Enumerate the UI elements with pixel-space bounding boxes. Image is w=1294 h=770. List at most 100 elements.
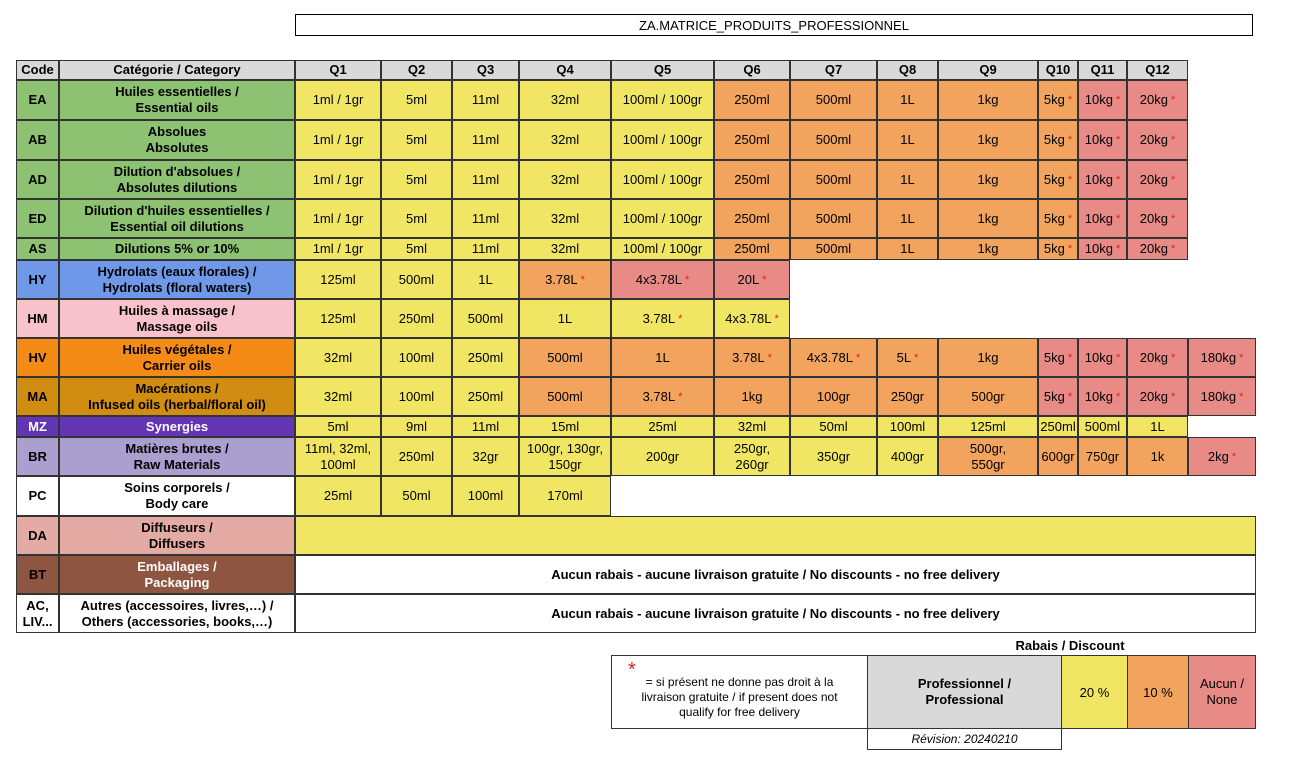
quantity-value: 1L [900, 171, 915, 187]
quantity-cell: 250ml [714, 199, 790, 238]
row-code: AB [16, 120, 59, 160]
quantity-cell: 500ml [519, 338, 611, 377]
quantity-value: 1L [1150, 418, 1165, 434]
quantity-cell: 250ml [714, 160, 790, 199]
quantity-value: 32ml [550, 92, 580, 107]
quantity-value: 1k [1150, 448, 1165, 464]
quantity-cell: 20kg * [1127, 238, 1188, 260]
header-q5: Q5 [611, 60, 714, 80]
discount-title: Rabais / Discount [1015, 638, 1125, 653]
quantity-cell: 1kg [938, 160, 1038, 199]
quantity-value: 10kg [1084, 132, 1113, 147]
asterisk-icon: * [1170, 173, 1176, 186]
quantity-cell: 1L [877, 120, 938, 160]
row-category: Hydrolats (eaux florales) / Hydrolats (f… [59, 260, 295, 299]
quantity-cell: 2kg * [1188, 437, 1256, 476]
quantity-cell: 3.78L * [714, 338, 790, 377]
quantity-cell: 3.78L * [611, 299, 714, 338]
quantity-cell: 5ml [295, 416, 381, 437]
quantity-cell: 20kg * [1127, 199, 1188, 238]
merged-note-cell [295, 516, 1256, 555]
quantity-cell: 25ml [611, 416, 714, 437]
quantity-cell: 250ml [714, 80, 790, 120]
quantity-value: 32ml [550, 241, 580, 256]
quantity-value: 500ml [815, 171, 852, 187]
document-title: ZA.MATRICE_PRODUITS_PROFESSIONNEL [295, 14, 1253, 36]
quantity-value: 250ml [734, 132, 770, 147]
quantity-value: 100ml [398, 388, 435, 404]
quantity-value: 11ml [471, 241, 500, 256]
quantity-cell: 3.78L * [519, 260, 611, 299]
asterisk-icon: * [1115, 351, 1121, 364]
asterisk-icon: * [628, 658, 636, 681]
header-code: Code [16, 60, 59, 80]
row-category: Absolues Absolutes [59, 120, 295, 160]
quantity-cell: 125ml [295, 299, 381, 338]
quantity-value: 500ml [815, 132, 852, 147]
quantity-value: 1kg [977, 241, 999, 256]
quantity-cell: 500ml [790, 120, 877, 160]
quantity-value: 400gr [890, 448, 925, 464]
quantity-value: 2kg [1207, 448, 1229, 464]
quantity-cell: 10kg * [1078, 120, 1127, 160]
quantity-value: 100ml [467, 488, 504, 503]
asterisk-icon: * [1170, 243, 1176, 255]
quantity-cell: 1kg [938, 338, 1038, 377]
quantity-value: 1kg [977, 210, 999, 226]
quantity-value: 1kg [741, 388, 763, 404]
quantity-value: 1L [900, 92, 915, 107]
quantity-value: 180kg [1200, 349, 1237, 365]
quantity-value: 32ml [323, 349, 353, 365]
quantity-cell: 100ml / 100gr [611, 160, 714, 199]
quantity-cell: 50ml [790, 416, 877, 437]
quantity-cell: 180kg * [1188, 338, 1256, 377]
quantity-cell: 100ml / 100gr [611, 238, 714, 260]
quantity-cell: 180kg * [1188, 377, 1256, 416]
quantity-value: 15ml [550, 418, 580, 434]
quantity-value: 25ml [323, 488, 353, 503]
quantity-value: 1kg [977, 349, 999, 365]
asterisk-icon: * [1067, 390, 1073, 403]
quantity-value: 32ml [737, 418, 767, 434]
quantity-value: 250ml [398, 310, 435, 326]
quantity-value: 500ml [398, 271, 435, 287]
quantity-value: 20kg [1139, 388, 1168, 404]
quantity-cell: 1ml / 1gr [295, 80, 381, 120]
quantity-cell: 5kg * [1038, 238, 1078, 260]
quantity-value: 9ml [406, 418, 427, 434]
row-category: Dilution d'huiles essentielles / Essenti… [59, 199, 295, 238]
professional-label: Professionnel / Professional [867, 655, 1062, 729]
quantity-value: 500ml [815, 92, 852, 107]
quantity-cell: 32ml [714, 416, 790, 437]
quantity-value: 1L [557, 310, 573, 326]
quantity-cell: 500ml [381, 260, 452, 299]
quantity-value: 4x3.78L [725, 310, 772, 326]
header-q4: Q4 [519, 60, 611, 80]
quantity-value: 5ml [406, 210, 427, 226]
header-q8: Q8 [877, 60, 938, 80]
quantity-cell: 100ml [381, 338, 452, 377]
quantity-cell: 32ml [519, 199, 611, 238]
quantity-value: 11ml [471, 171, 500, 187]
quantity-value: 1L [900, 210, 915, 226]
quantity-value: 1L [655, 349, 670, 365]
row-category: Synergies [59, 416, 295, 437]
quantity-value: 500ml [547, 349, 583, 365]
quantity-cell: 1kg [938, 238, 1038, 260]
quantity-cell: 100ml / 100gr [611, 80, 714, 120]
quantity-value: 5ml [406, 171, 427, 187]
quantity-cell: 250ml [714, 120, 790, 160]
quantity-cell: 32ml [519, 120, 611, 160]
row-category: Emballages / Packaging [59, 555, 295, 594]
header-q3: Q3 [452, 60, 519, 80]
quantity-cell: 1L [877, 199, 938, 238]
quantity-cell: 500ml [790, 238, 877, 260]
quantity-value: 3.78L [545, 271, 578, 287]
quantity-cell: 100ml [452, 476, 519, 516]
quantity-cell: 1L [1127, 416, 1188, 437]
quantity-value: 1L [900, 241, 915, 256]
quantity-value: 20kg [1139, 171, 1168, 187]
quantity-value: 500ml [547, 388, 583, 404]
quantity-value: 10kg [1084, 349, 1113, 365]
quantity-cell: 500ml [790, 199, 877, 238]
